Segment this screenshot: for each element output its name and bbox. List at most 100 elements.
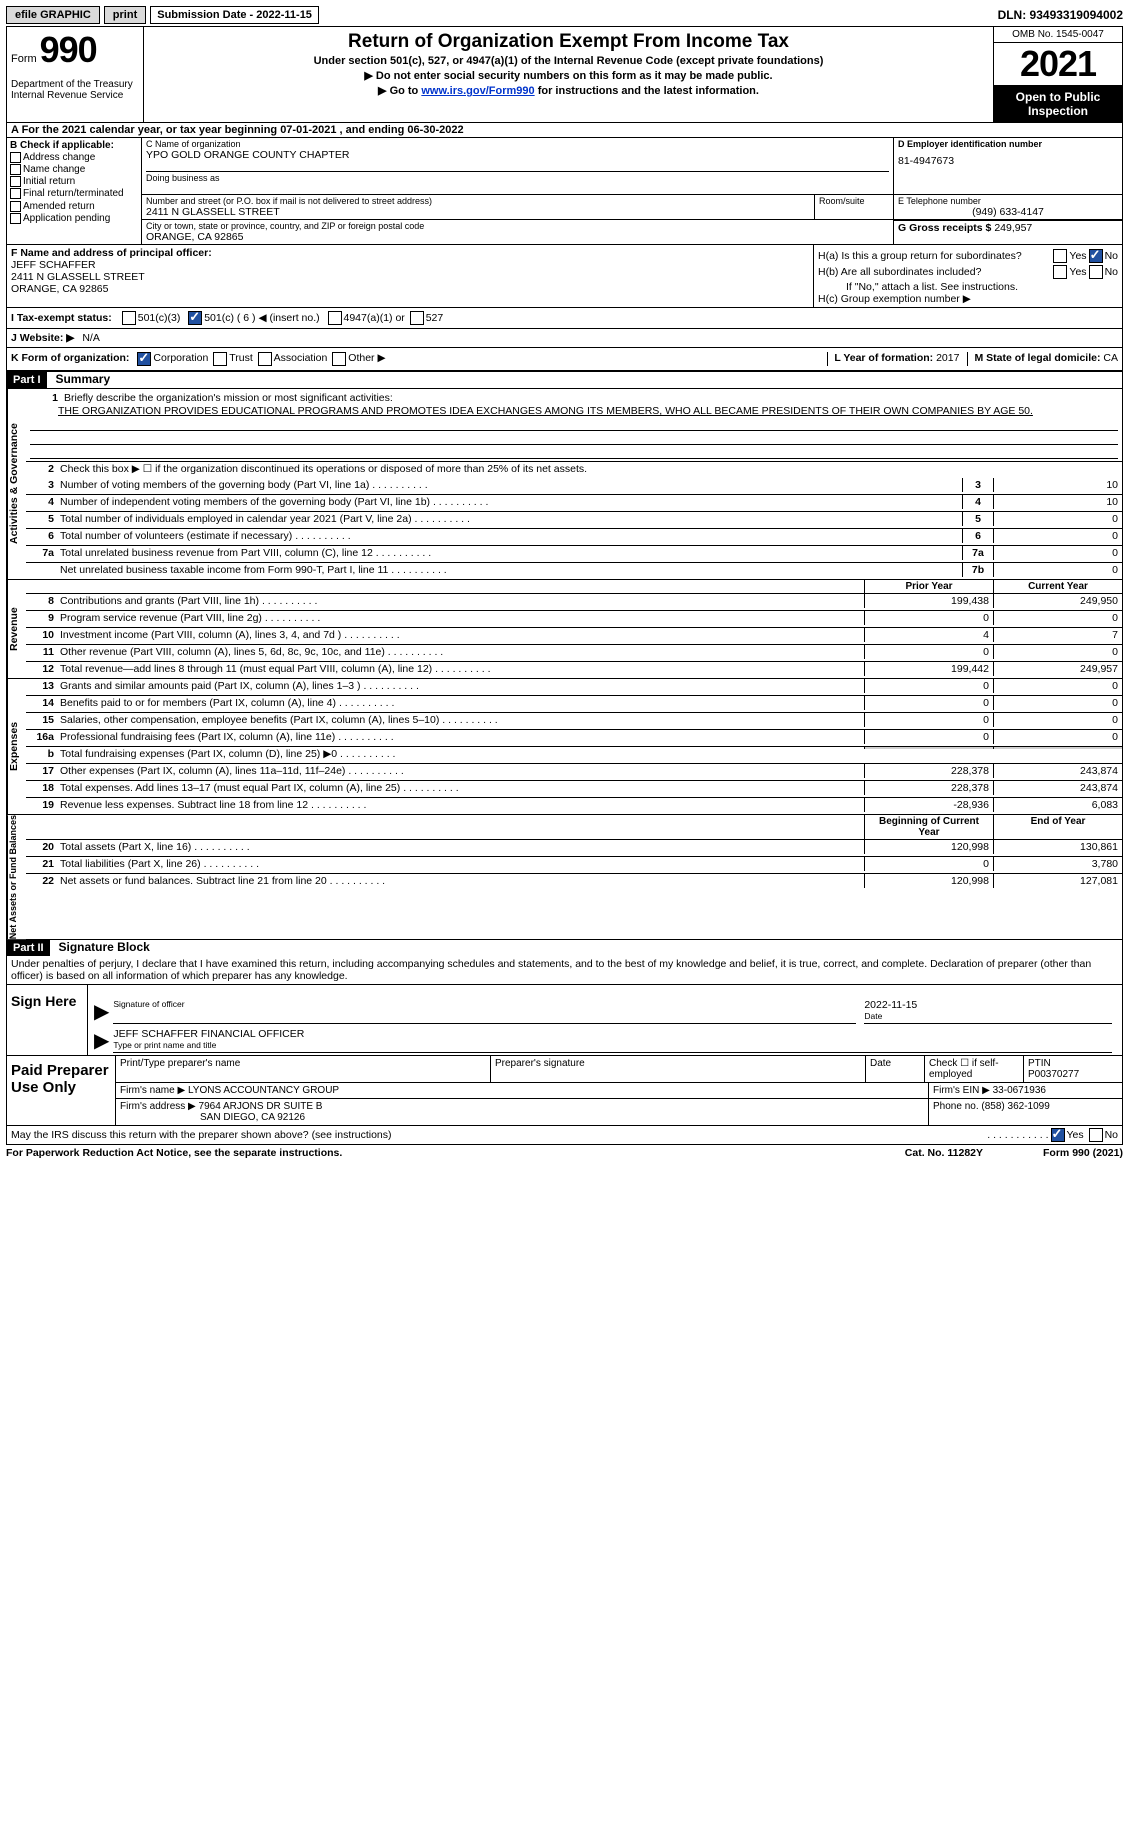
summary-row: 12 Total revenue—add lines 8 through 11 …	[26, 662, 1122, 678]
current-year-header: Current Year	[993, 580, 1122, 593]
summary-row: 10 Investment income (Part VIII, column …	[26, 628, 1122, 645]
sign-here-label: Sign Here	[7, 985, 88, 1055]
gross-label: G Gross receipts $	[898, 222, 991, 234]
hb-no-checkbox[interactable]	[1089, 265, 1103, 279]
tax-year: 2021	[994, 43, 1122, 86]
chk-initial-return[interactable]: Initial return	[10, 176, 138, 187]
part-2-title: Signature Block	[59, 940, 150, 954]
form-number: 990	[40, 29, 97, 70]
firm-address-cell: Firm's address ▶ 7964 ARJONS DR SUITE BS…	[116, 1099, 929, 1125]
hb-note: If "No," attach a list. See instructions…	[818, 281, 1118, 293]
hb-yes-checkbox[interactable]	[1053, 265, 1067, 279]
mission-text: THE ORGANIZATION PROVIDES EDUCATIONAL PR…	[30, 405, 1118, 417]
firm-phone-cell: Phone no. (858) 362-1099	[929, 1099, 1122, 1125]
form-header: Form 990 Department of the Treasury Inte…	[6, 26, 1123, 122]
summary-row: 18 Total expenses. Add lines 13–17 (must…	[26, 781, 1122, 798]
summary-row: Net unrelated business taxable income fr…	[26, 563, 1122, 579]
open-to-public: Open to Public Inspection	[994, 86, 1122, 122]
city-value: ORANGE, CA 92865	[146, 231, 889, 243]
arrow-icon: ▶	[94, 999, 109, 1024]
side-activities-governance: Activities & Governance	[7, 389, 26, 579]
chk-final-return[interactable]: Final return/terminated	[10, 188, 138, 199]
col-b-header: B Check if applicable:	[10, 140, 138, 151]
assoc-checkbox[interactable]	[258, 352, 272, 366]
summary-row: 15 Salaries, other compensation, employe…	[26, 713, 1122, 730]
summary-row: 4 Number of independent voting members o…	[26, 495, 1122, 512]
sign-date-field: 2022-11-15Date	[864, 999, 1112, 1024]
part-1-label: Part I	[7, 372, 47, 388]
preparer-sig-cell: Preparer's signature	[491, 1056, 866, 1082]
subtitle: Under section 501(c), 527, or 4947(a)(1)…	[152, 55, 985, 67]
street-value: 2411 N GLASSELL STREET	[146, 206, 810, 218]
row-k-form-org: K Form of organization: Corporation Trus…	[6, 348, 1123, 371]
other-checkbox[interactable]	[332, 352, 346, 366]
chk-application-pending[interactable]: Application pending	[10, 213, 138, 224]
print-button[interactable]: print	[104, 6, 146, 24]
chk-amended[interactable]: Amended return	[10, 201, 138, 212]
discuss-no-checkbox[interactable]	[1089, 1128, 1103, 1142]
4947-checkbox[interactable]	[328, 311, 342, 325]
discuss-row: May the IRS discuss this return with the…	[6, 1126, 1123, 1145]
department-label: Department of the Treasury Internal Reve…	[11, 79, 139, 101]
phone-value: (949) 633-4147	[898, 206, 1118, 218]
section-bc: B Check if applicable: Address change Na…	[6, 138, 1123, 244]
row-j-website: J Website: ▶ N/A	[6, 329, 1123, 348]
gross-value: 249,957	[994, 222, 1032, 234]
line-2-text: Check this box ▶ ☐ if the organization d…	[58, 462, 1122, 476]
ptin-cell: PTINP00370277	[1024, 1056, 1122, 1082]
row-a-calendar-year: A For the 2021 calendar year, or tax yea…	[6, 122, 1123, 138]
org-name-label: C Name of organization	[146, 139, 889, 149]
501c3-checkbox[interactable]	[122, 311, 136, 325]
city-label: City or town, state or province, country…	[146, 221, 889, 231]
summary-table: Activities & Governance 1Briefly describ…	[6, 388, 1123, 580]
trust-checkbox[interactable]	[213, 352, 227, 366]
instruction-line-2: ▶ Go to www.irs.gov/Form990 for instruct…	[152, 84, 985, 97]
officer-info: F Name and address of principal officer:…	[7, 245, 814, 307]
summary-row: 13 Grants and similar amounts paid (Part…	[26, 679, 1122, 696]
top-toolbar: efile GRAPHIC print Submission Date - 20…	[6, 6, 1123, 24]
phone-label: E Telephone number	[898, 196, 1118, 206]
firm-name-cell: Firm's name ▶ LYONS ACCOUNTANCY GROUP	[116, 1083, 929, 1098]
beginning-year-header: Beginning of Current Year	[864, 815, 993, 839]
side-expenses: Expenses	[7, 679, 26, 814]
self-employed-cell[interactable]: Check ☐ if self-employed	[925, 1056, 1024, 1082]
name-title-field: JEFF SCHAFFER FINANCIAL OFFICERType or p…	[113, 1028, 1112, 1053]
summary-row: 8 Contributions and grants (Part VIII, l…	[26, 594, 1122, 611]
part-2-label: Part II	[7, 940, 50, 956]
expenses-table: Expenses 13 Grants and similar amounts p…	[6, 679, 1123, 815]
main-title: Return of Organization Exempt From Incom…	[152, 31, 985, 53]
527-checkbox[interactable]	[410, 311, 424, 325]
officer-signature-field[interactable]: Signature of officer	[113, 999, 856, 1024]
hc-label: H(c) Group exemption number ▶	[818, 293, 1118, 305]
part-2-bar: Part II Signature Block	[6, 940, 1123, 956]
mission-block: 1Briefly describe the organization's mis…	[26, 389, 1122, 462]
room-label: Room/suite	[819, 196, 889, 206]
header-right: OMB No. 1545-0047 2021 Open to Public In…	[993, 27, 1122, 122]
ein-label: D Employer identification number	[898, 139, 1118, 149]
corp-checkbox[interactable]	[137, 352, 151, 366]
side-revenue: Revenue	[7, 580, 26, 678]
summary-row: 11 Other revenue (Part VIII, column (A),…	[26, 645, 1122, 662]
chk-name-change[interactable]: Name change	[10, 164, 138, 175]
chk-address-change[interactable]: Address change	[10, 152, 138, 163]
form-label: Form	[11, 53, 37, 65]
efile-button[interactable]: efile GRAPHIC	[6, 6, 100, 24]
revenue-table: Revenue Prior Year Current Year 8 Contri…	[6, 580, 1123, 679]
omb-number: OMB No. 1545-0047	[994, 27, 1122, 43]
net-assets-table: Net Assets or Fund Balances Beginning of…	[6, 815, 1123, 940]
signature-section: Under penalties of perjury, I declare th…	[6, 956, 1123, 1126]
summary-row: 3 Number of voting members of the govern…	[26, 478, 1122, 495]
submission-date: Submission Date - 2022-11-15	[150, 6, 319, 24]
discuss-yes-checkbox[interactable]	[1051, 1128, 1065, 1142]
side-net-assets: Net Assets or Fund Balances	[7, 815, 26, 939]
ha-no-checkbox[interactable]	[1089, 249, 1103, 263]
501c-checkbox[interactable]	[188, 311, 202, 325]
ha-yes-checkbox[interactable]	[1053, 249, 1067, 263]
preparer-table: Paid Preparer Use Only Print/Type prepar…	[7, 1055, 1122, 1125]
street-label: Number and street (or P.O. box if mail i…	[146, 196, 810, 206]
summary-row: 17 Other expenses (Part IX, column (A), …	[26, 764, 1122, 781]
dba-label: Doing business as	[146, 171, 889, 183]
ein-value: 81-4947673	[898, 155, 1118, 167]
end-year-header: End of Year	[993, 815, 1122, 839]
irs-link[interactable]: www.irs.gov/Form990	[421, 85, 534, 97]
